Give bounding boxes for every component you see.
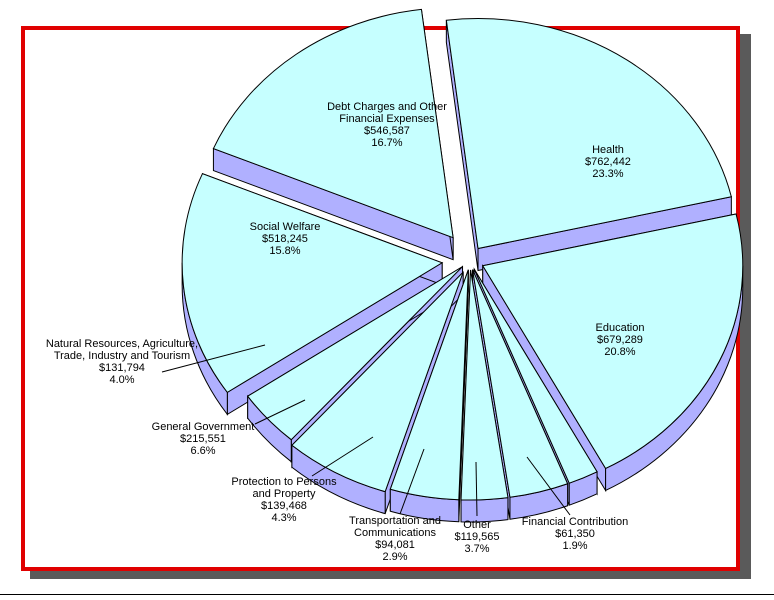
slice-natural-resources-agriculture-trade-industry-and-tourism-top: [246, 266, 463, 441]
transportation-and-communications-label: Transportation and Communications $94,081 2…: [349, 515, 441, 563]
other-label: Other $119,565 3.7%: [454, 519, 499, 555]
slice-education-top: [481, 213, 744, 470]
education-name: Education: [596, 322, 645, 334]
transportation-and-communications-leader: [399, 448, 425, 515]
transportation-and-communications-percent: 2.9%: [382, 551, 407, 563]
natural-resources-agriculture-trade-industry-and-tourism-name: Natural Resources, Agriculture,: [46, 338, 198, 350]
debt-charges-and-other-financial-expenses-value: $546,587: [364, 125, 410, 137]
debt-charges-and-other-financial-expenses-name: Debt Charges and Other: [327, 101, 447, 113]
financial-contribution-leader: [526, 456, 571, 516]
other-value: $119,565: [454, 531, 499, 543]
slice-financial-contribution-top: [473, 268, 598, 484]
natural-resources-agriculture-trade-industry-and-tourism-leader: [161, 344, 266, 373]
other-leader: [475, 461, 478, 517]
health-percent: 23.3%: [592, 168, 623, 180]
slice-protection-to-persons-and-property-top: [389, 269, 469, 501]
general-government-leader: [254, 399, 306, 425]
financial-contribution-percent: 1.9%: [562, 540, 587, 552]
health-label: Health $762,442 23.3%: [585, 144, 631, 180]
slice-labels: Health $762,442 23.3% Education $679,289 20.8…: [46, 101, 645, 563]
natural-resources-agriculture-trade-industry-and-tourism-name: Trade, Industry and Tourism: [54, 350, 190, 362]
education-value: $679,289: [597, 334, 643, 346]
general-government-label: General Government $215,551 6.6%: [152, 421, 255, 457]
protection-to-persons-and-property-label: Protection to Persons and Property $139,46…: [231, 476, 337, 524]
social-welfare-name: Social Welfare: [250, 221, 321, 233]
general-government-percent: 6.6%: [190, 445, 215, 457]
financial-contribution-name: Financial Contribution: [522, 516, 628, 528]
education-label: Education $679,289 20.8%: [596, 322, 645, 358]
bottom-rule: [0, 594, 774, 595]
slice-health: [445, 18, 732, 272]
social-welfare-percent: 15.8%: [269, 245, 300, 257]
health-name: Health: [592, 144, 624, 156]
other-name: Other: [463, 519, 491, 531]
slice-health-top: [445, 18, 732, 250]
general-government-name: General Government: [152, 421, 255, 433]
protection-to-persons-and-property-name: Protection to Persons: [231, 476, 337, 488]
natural-resources-agriculture-trade-industry-and-tourism-value: $131,794: [99, 362, 145, 374]
transportation-and-communications-name: Transportation and: [349, 515, 441, 527]
social-welfare-value: $518,245: [262, 233, 308, 245]
protection-to-persons-and-property-value: $139,468: [261, 500, 307, 512]
slice-debt-charges-and-other-financial-expenses: [212, 8, 454, 261]
slice-debt-charges-and-other-financial-expenses-top: [212, 8, 454, 239]
slice-transportation-and-communications: [460, 269, 509, 523]
slice-tops: [181, 8, 744, 523]
slice-transportation-and-communications-top: [460, 269, 509, 501]
financial-contribution-label: Financial Contribution $61,350 1.9%: [522, 516, 628, 552]
education-percent: 20.8%: [604, 346, 635, 358]
debt-charges-and-other-financial-expenses-label: Debt Charges and Other Financial Expenses…: [327, 101, 447, 149]
debt-charges-and-other-financial-expenses-percent: 16.7%: [371, 137, 402, 149]
social-welfare-label: Social Welfare $518,245 15.8%: [250, 221, 321, 257]
financial-contribution-value: $61,350: [555, 528, 595, 540]
transportation-and-communications-value: $94,081: [375, 539, 415, 551]
natural-resources-agriculture-trade-industry-and-tourism-label: Natural Resources, Agriculture, Trade, In…: [46, 338, 198, 386]
health-value: $762,442: [585, 156, 631, 168]
other-percent: 3.7%: [464, 543, 489, 555]
natural-resources-agriculture-trade-industry-and-tourism-percent: 4.0%: [109, 374, 134, 386]
transportation-and-communications-name: Communications: [354, 527, 436, 539]
general-government-value: $215,551: [180, 433, 226, 445]
slice-social-welfare-top: [181, 173, 444, 394]
protection-to-persons-and-property-name: and Property: [253, 488, 316, 500]
protection-to-persons-and-property-percent: 4.3%: [271, 512, 296, 524]
slice-other-top: [472, 269, 569, 498]
slice-general-government-top: [291, 271, 464, 493]
leader-lines: [161, 344, 571, 517]
protection-to-persons-and-property-leader: [311, 436, 374, 477]
debt-charges-and-other-financial-expenses-name: Financial Expenses: [339, 113, 435, 125]
slice-protection-to-persons-and-property: [389, 269, 469, 523]
